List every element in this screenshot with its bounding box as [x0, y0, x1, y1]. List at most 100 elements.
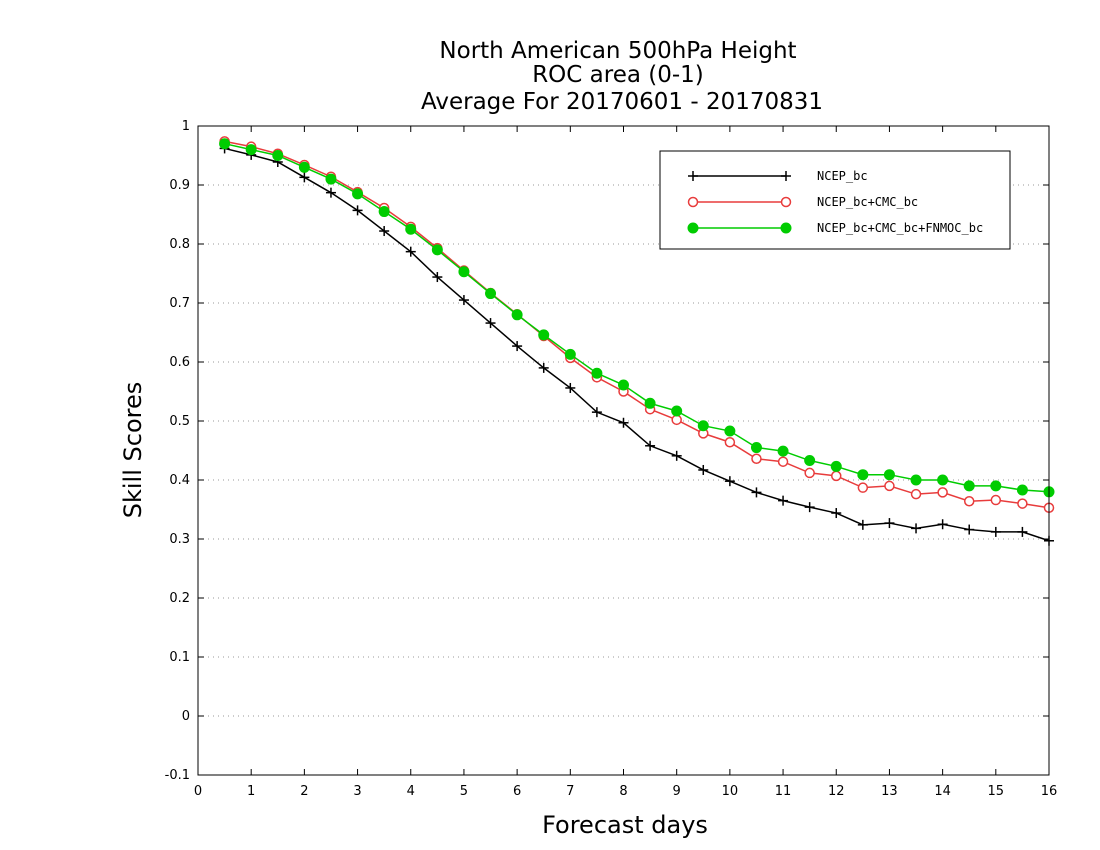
x-tick-label: 12	[828, 784, 845, 799]
y-tick-label: -0.1	[165, 768, 190, 783]
x-tick-label: 14	[934, 784, 951, 799]
data-point	[512, 341, 523, 352]
x-tick-label: 4	[407, 784, 415, 799]
data-point	[1017, 498, 1028, 509]
x-tick-label: 11	[775, 784, 792, 799]
data-point	[751, 453, 762, 465]
gridlines	[198, 184, 1049, 717]
data-point	[378, 206, 390, 218]
data-point	[431, 244, 443, 256]
data-point	[511, 309, 523, 321]
y-axis-label: Skill Scores	[119, 382, 147, 519]
data-point	[565, 382, 576, 393]
data-point	[325, 173, 337, 185]
series-layer	[219, 136, 1055, 546]
y-tick-label: 0.4	[169, 473, 190, 488]
data-point	[671, 414, 682, 426]
legend-entry: NCEP_bc	[688, 169, 868, 183]
data-point	[698, 464, 709, 475]
data-point	[804, 455, 816, 467]
data-point	[910, 474, 922, 486]
x-tick-label: 8	[619, 784, 627, 799]
data-point	[857, 519, 868, 530]
legend-label: NCEP_bc	[817, 169, 868, 183]
data-point	[990, 494, 1002, 506]
data-point	[724, 425, 736, 437]
legend-label: NCEP_bc+CMC_bc	[817, 195, 918, 209]
y-tick-label: 0.8	[169, 237, 190, 252]
data-point	[990, 480, 1002, 492]
data-point	[645, 440, 656, 451]
legend-marker	[780, 222, 792, 234]
x-tick-label: 2	[300, 784, 308, 799]
data-point	[777, 445, 789, 457]
data-point	[857, 482, 869, 493]
x-tick-label: 16	[1041, 784, 1058, 799]
x-tick-label: 1	[247, 784, 255, 799]
legend-entry: NCEP_bc+CMC_bc+FNMOC_bc	[687, 221, 983, 235]
data-point	[352, 205, 363, 216]
data-point	[831, 470, 842, 482]
x-tick-label: 7	[566, 784, 574, 799]
data-point	[857, 469, 869, 481]
data-point	[485, 288, 497, 300]
legend-marker	[781, 171, 791, 181]
data-point	[884, 518, 895, 529]
legend-label: NCEP_bc+CMC_bc+FNMOC_bc	[817, 221, 983, 235]
legend-entry: NCEP_bc+CMC_bc	[687, 195, 918, 209]
y-tick-label: 0.3	[169, 532, 190, 547]
data-point	[1016, 484, 1028, 496]
data-point	[937, 487, 948, 498]
x-tick-label: 10	[722, 784, 739, 799]
data-point	[538, 362, 549, 373]
data-point	[777, 456, 789, 467]
data-point	[458, 295, 469, 306]
legend-marker	[688, 171, 698, 181]
chart-title-line-3: Average For 20170601 - 20170831	[421, 89, 823, 115]
data-point	[405, 223, 417, 235]
data-point	[911, 523, 922, 534]
data-point	[564, 348, 576, 360]
data-point	[963, 480, 975, 492]
data-point	[644, 397, 656, 409]
data-point	[963, 495, 975, 507]
legend-marker	[687, 222, 699, 234]
data-point	[883, 469, 895, 481]
data-point	[724, 436, 736, 448]
data-point	[405, 246, 416, 257]
x-axis-ticks: 0 1 2 3 4 5 6 7 8 9 10 11 12 13 14 15 16	[194, 126, 1057, 799]
data-point	[884, 480, 895, 492]
chart-title-line-2: ROC area (0-1)	[532, 62, 704, 88]
data-point	[804, 467, 815, 479]
y-tick-label: 0	[182, 709, 190, 724]
legend-marker	[687, 196, 699, 208]
data-point	[778, 495, 789, 506]
x-axis-label: Forecast days	[542, 811, 708, 839]
x-tick-label: 3	[353, 784, 361, 799]
data-point	[910, 488, 922, 500]
chart-title: North American 500hPa Height ROC area (0…	[421, 38, 823, 115]
data-point	[750, 442, 762, 454]
data-point	[618, 417, 629, 428]
data-point	[830, 460, 842, 472]
data-point	[458, 266, 470, 278]
legend-marker	[780, 196, 792, 208]
data-point	[1017, 526, 1028, 537]
y-tick-label: 0.9	[169, 178, 190, 193]
x-tick-label: 13	[881, 784, 898, 799]
legend: NCEP_bc NCEP_bc+CMC_bc NCEP_bc+CMC_bc+FNMO…	[659, 150, 1011, 250]
x-tick-label: 6	[513, 784, 521, 799]
legend-box	[659, 150, 1011, 250]
data-point	[804, 502, 815, 513]
data-point	[964, 524, 975, 535]
data-point	[831, 508, 842, 519]
data-point	[990, 526, 1001, 537]
data-point	[298, 161, 310, 173]
x-tick-label: 9	[673, 784, 681, 799]
data-point	[485, 318, 496, 329]
data-point	[299, 172, 310, 183]
data-point	[432, 272, 443, 283]
data-point	[352, 188, 364, 200]
data-point	[937, 474, 949, 486]
y-tick-label: 0.2	[169, 591, 190, 606]
